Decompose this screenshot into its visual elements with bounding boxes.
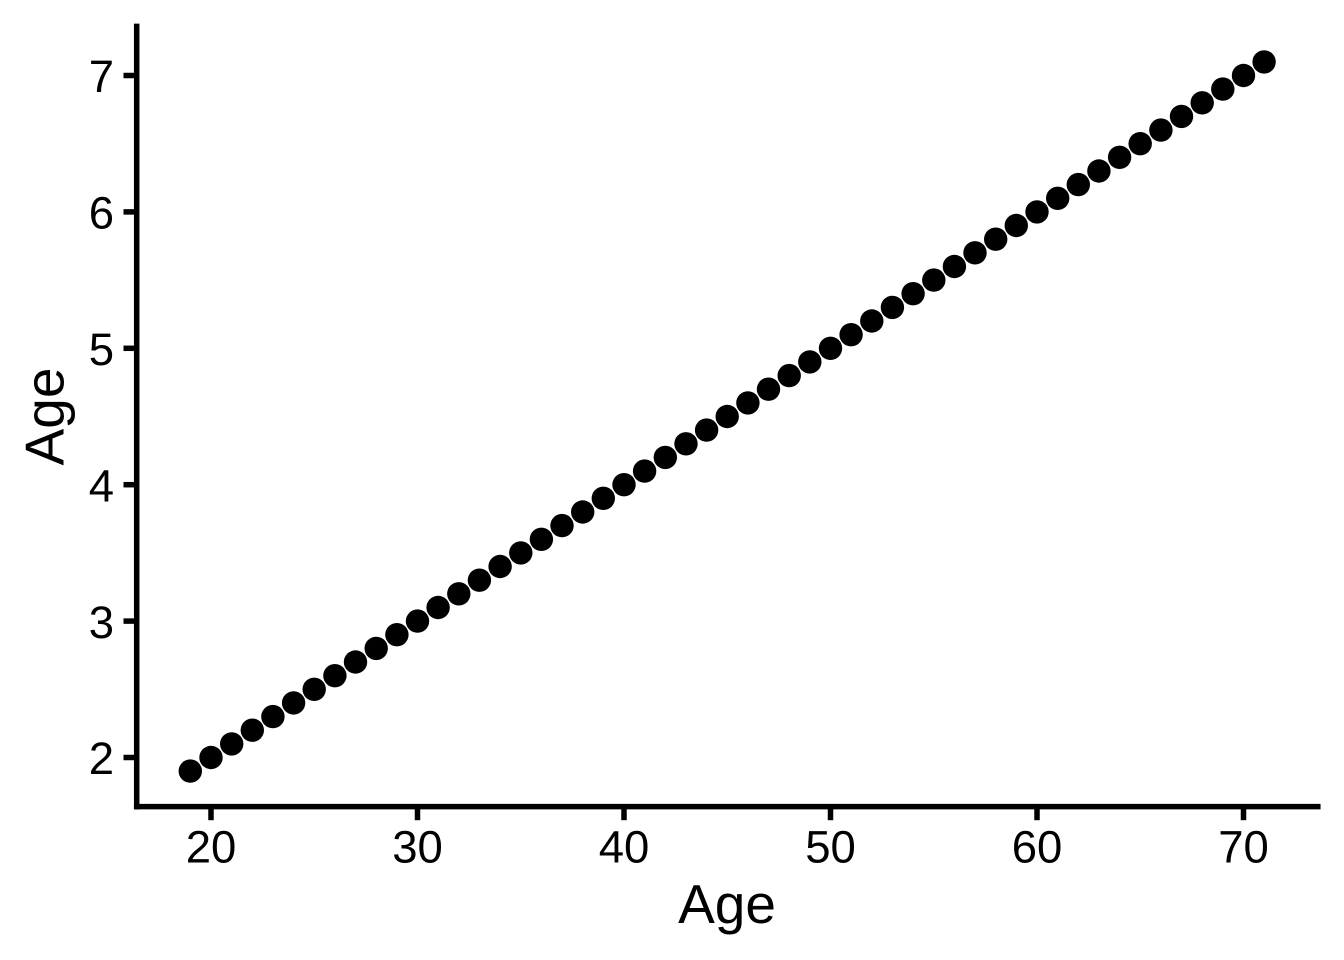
svg-text:20: 20 xyxy=(186,822,237,873)
svg-text:5: 5 xyxy=(89,324,114,375)
svg-text:70: 70 xyxy=(1218,822,1269,873)
svg-text:Age: Age xyxy=(678,873,776,935)
svg-text:Age: Age xyxy=(14,368,76,466)
svg-text:7: 7 xyxy=(89,51,114,102)
svg-text:30: 30 xyxy=(392,822,443,873)
svg-text:3: 3 xyxy=(89,597,114,648)
svg-text:6: 6 xyxy=(89,188,114,239)
svg-text:50: 50 xyxy=(805,822,856,873)
svg-text:2: 2 xyxy=(89,733,114,784)
svg-text:40: 40 xyxy=(599,822,650,873)
svg-text:60: 60 xyxy=(1012,822,1063,873)
svg-text:4: 4 xyxy=(89,460,114,511)
